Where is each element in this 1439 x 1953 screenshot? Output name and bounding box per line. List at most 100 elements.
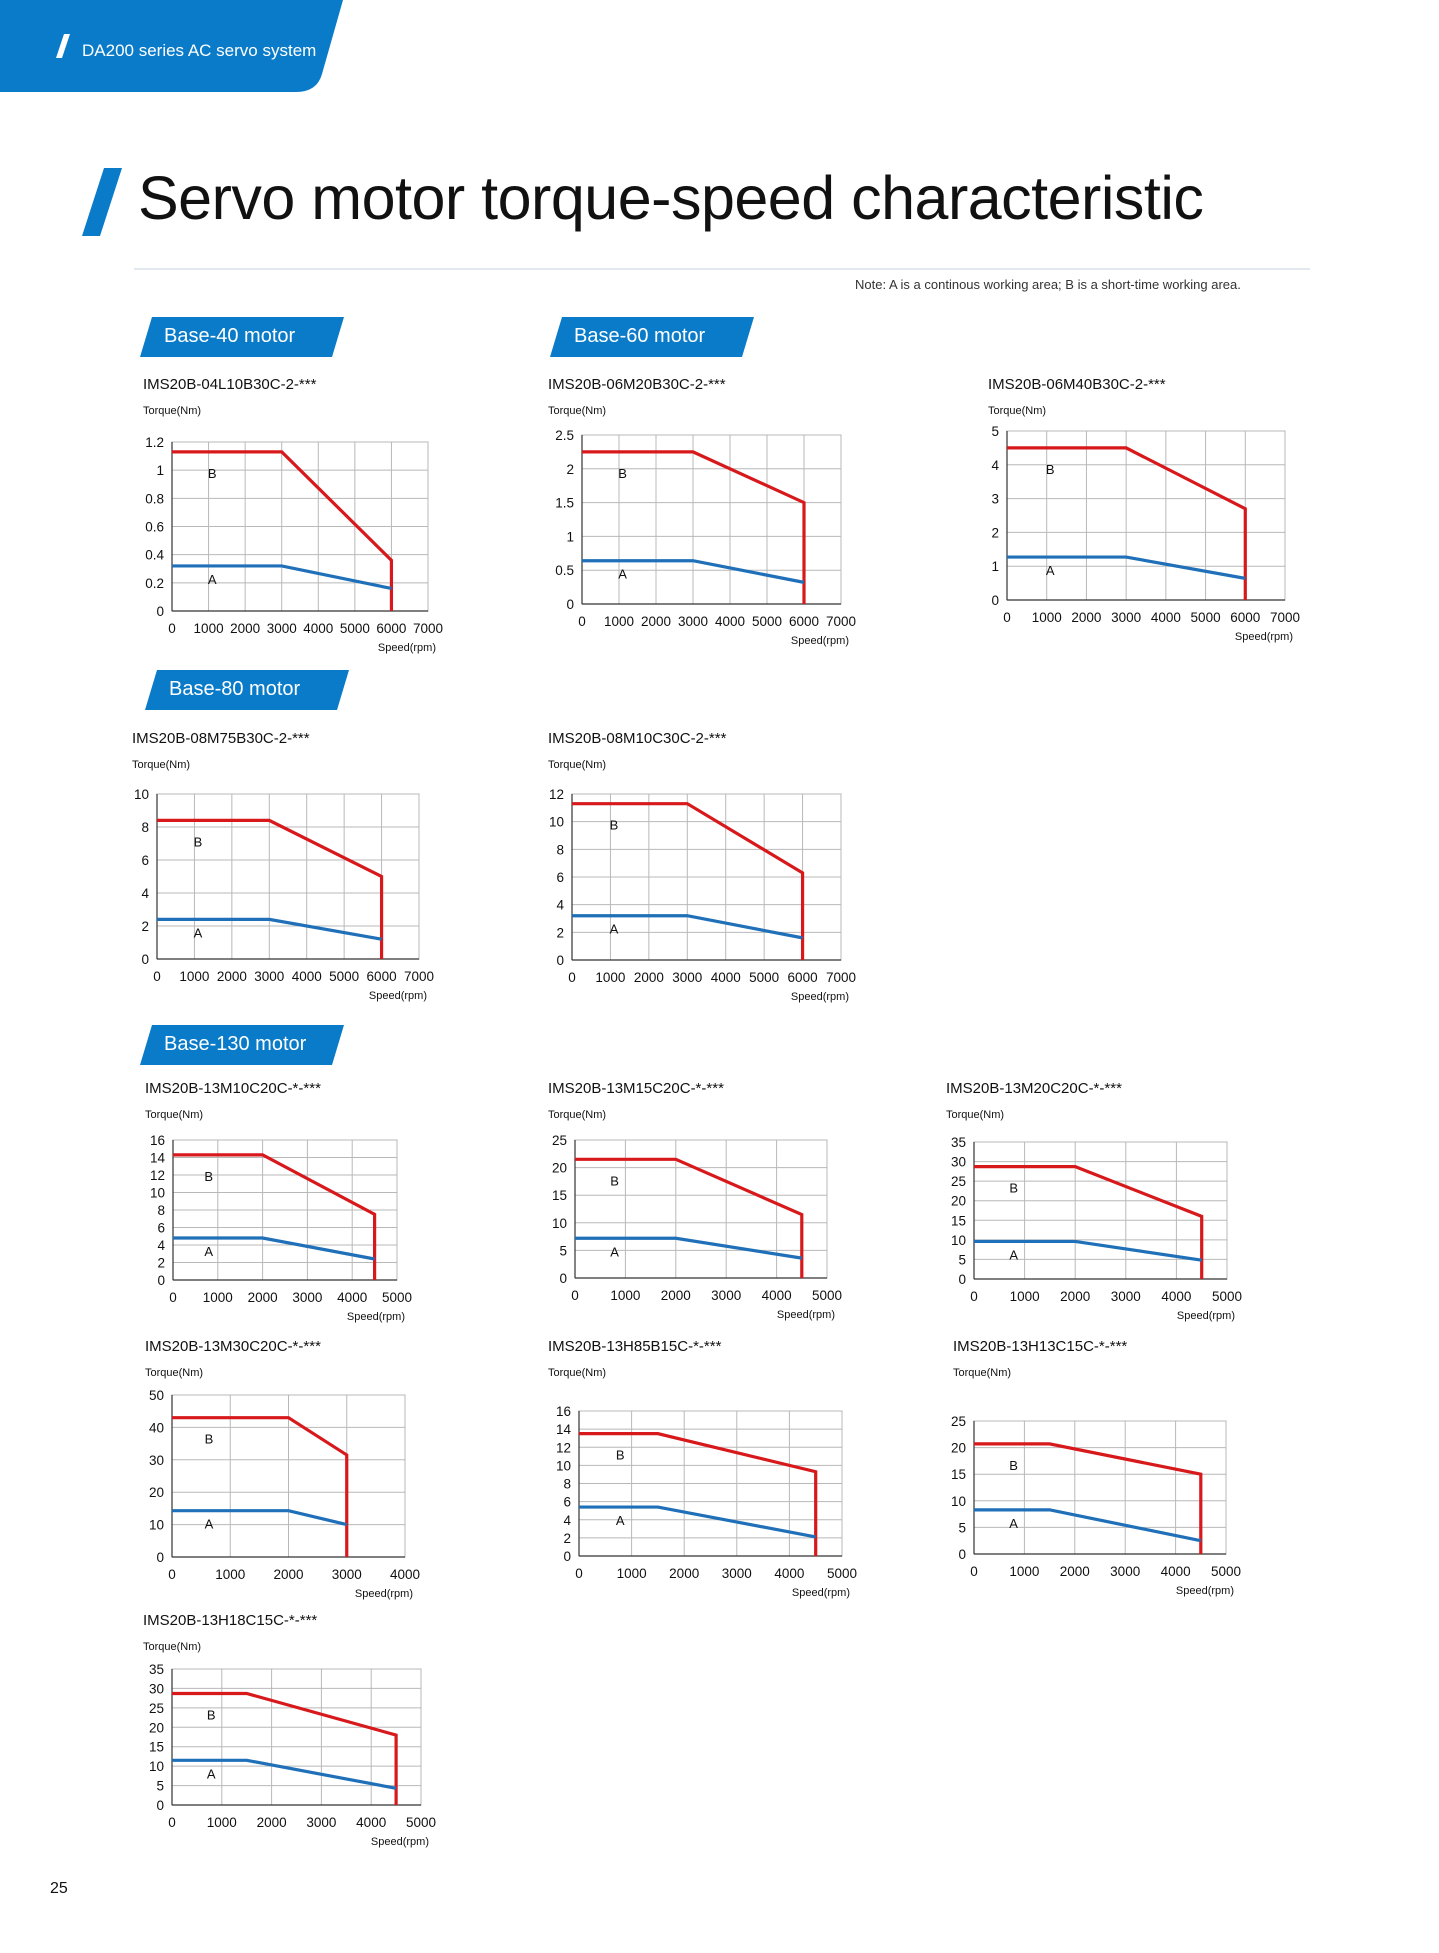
y-tick-label: 12	[556, 1440, 571, 1455]
y-tick-label: 35	[149, 1662, 164, 1677]
chart-title: IMS20B-06M40B30C-2-***	[988, 376, 1166, 393]
x-tick-label: 1000	[207, 1815, 237, 1830]
x-tick-label: 3000	[267, 621, 297, 636]
y-axis-label: Torque(Nm)	[946, 1109, 1004, 1121]
x-tick-label: 5000	[1212, 1289, 1242, 1304]
y-tick-label: 14	[556, 1422, 572, 1437]
y-tick-label: 15	[552, 1188, 567, 1203]
x-tick-label: 3000	[332, 1567, 362, 1582]
y-tick-label: 0.8	[145, 491, 164, 506]
y-tick-label: 4	[141, 886, 149, 901]
area-label-b: B	[207, 1707, 216, 1722]
y-tick-label: 0	[991, 593, 999, 608]
y-tick-label: 5	[156, 1779, 164, 1794]
area-label-a: A	[1009, 1247, 1018, 1262]
y-tick-label: 15	[951, 1213, 966, 1228]
area-label-b: B	[1046, 462, 1055, 477]
x-tick-label: 3000	[711, 1288, 741, 1303]
y-axis-label: Torque(Nm)	[548, 1367, 606, 1379]
series-line-b	[172, 1416, 349, 1557]
y-tick-label: 10	[134, 787, 149, 802]
x-axis-label: Speed(rpm)	[791, 635, 849, 647]
x-tick-label: 2000	[661, 1288, 691, 1303]
series-line-b	[974, 1165, 1204, 1279]
x-tick-label: 4000	[1161, 1289, 1191, 1304]
y-tick-label: 10	[556, 1458, 571, 1473]
x-tick-label: 4000	[390, 1567, 420, 1582]
y-tick-label: 2	[141, 919, 149, 934]
x-tick-label: 4000	[303, 621, 333, 636]
y-tick-label: 10	[149, 1518, 164, 1533]
x-tick-label: 3000	[306, 1815, 336, 1830]
x-tick-label: 3000	[1111, 610, 1141, 625]
chart-title: IMS20B-13M20C20C-*-***	[946, 1080, 1122, 1097]
y-tick-label: 0	[958, 1547, 966, 1562]
x-tick-label: 3000	[1111, 1289, 1141, 1304]
x-axis-label: Speed(rpm)	[355, 1588, 413, 1600]
x-tick-label: 1000	[215, 1567, 245, 1582]
title-slash-icon	[82, 168, 122, 236]
x-axis-label: Speed(rpm)	[792, 1587, 850, 1599]
y-tick-label: 0	[566, 597, 574, 612]
chart-title: IMS20B-04L10B30C-2-***	[143, 376, 317, 393]
x-tick-label: 7000	[826, 614, 856, 629]
area-label-a: A	[207, 1766, 216, 1781]
section-label-base130: Base-130 motor	[164, 1033, 307, 1055]
y-tick-label: 4	[157, 1238, 165, 1253]
y-tick-label: 5	[559, 1243, 567, 1258]
series-line-a	[579, 1505, 816, 1539]
y-tick-label: 0	[563, 1549, 571, 1564]
x-tick-label: 0	[568, 970, 576, 985]
header-title: DA200 series AC servo system	[82, 41, 317, 60]
plot-area	[581, 434, 842, 605]
x-tick-label: 0	[575, 1566, 583, 1581]
x-tick-label: 1000	[1032, 610, 1062, 625]
y-tick-label: 10	[951, 1233, 966, 1248]
x-tick-label: 5000	[340, 621, 370, 636]
x-tick-label: 3000	[672, 970, 702, 985]
x-tick-label: 0	[578, 614, 586, 629]
y-axis-label: Torque(Nm)	[548, 759, 606, 771]
series-line-b	[1007, 446, 1247, 600]
chart-title: IMS20B-06M20B30C-2-***	[548, 376, 726, 393]
series-line-b	[572, 802, 805, 960]
y-tick-label: 2	[566, 462, 574, 477]
header-tab-shape	[0, 0, 343, 92]
chart-title: IMS20B-13M30C20C-*-***	[145, 1338, 321, 1355]
y-axis-label: Torque(Nm)	[548, 1109, 606, 1121]
x-tick-label: 0	[970, 1564, 978, 1579]
x-tick-label: 1000	[604, 614, 634, 629]
series-line-b	[575, 1157, 804, 1278]
y-tick-label: 25	[552, 1133, 567, 1148]
x-tick-label: 1000	[179, 969, 209, 984]
x-tick-label: 4000	[762, 1288, 792, 1303]
x-tick-label: 4000	[356, 1815, 386, 1830]
x-tick-label: 0	[169, 1290, 177, 1305]
y-tick-label: 6	[563, 1495, 571, 1510]
y-tick-label: 40	[149, 1420, 164, 1435]
x-tick-label: 1000	[610, 1288, 640, 1303]
area-label-a: A	[610, 1244, 619, 1259]
series-line-a	[172, 1758, 397, 1790]
y-axis-label: Torque(Nm)	[132, 759, 190, 771]
x-tick-label: 7000	[404, 969, 434, 984]
y-tick-label: 10	[150, 1186, 165, 1201]
series-line-b	[172, 450, 394, 611]
x-tick-label: 2000	[1060, 1564, 1090, 1579]
x-tick-label: 0	[1003, 610, 1011, 625]
y-tick-label: 4	[991, 458, 999, 473]
series-line-b	[582, 450, 806, 604]
x-tick-label: 1000	[1010, 1289, 1040, 1304]
x-tick-label: 1000	[203, 1290, 233, 1305]
section-label-base80: Base-80 motor	[169, 678, 301, 700]
area-label-a: A	[208, 572, 217, 587]
x-tick-label: 2000	[248, 1290, 278, 1305]
x-tick-label: 1000	[194, 621, 224, 636]
area-label-a: A	[205, 1517, 214, 1532]
y-tick-label: 25	[951, 1414, 966, 1429]
y-tick-label: 3	[991, 492, 999, 507]
